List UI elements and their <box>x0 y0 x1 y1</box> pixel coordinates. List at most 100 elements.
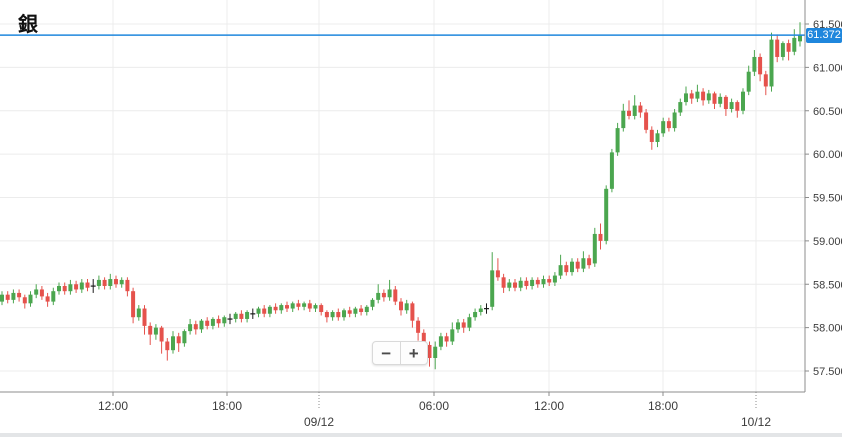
zoom-in-button[interactable]: + <box>401 342 428 364</box>
candle-body <box>558 265 563 276</box>
candle-body <box>302 303 307 307</box>
candle-body <box>421 332 426 345</box>
candle-body <box>370 299 375 307</box>
candle-body <box>307 303 312 309</box>
candle-body <box>68 284 73 292</box>
candle-body <box>51 291 56 302</box>
date-tick-label: 09/12 <box>304 415 334 429</box>
candle-body <box>518 280 523 288</box>
candle-body <box>684 93 688 103</box>
zoom-out-button[interactable]: − <box>373 342 401 364</box>
candle-body <box>632 105 637 116</box>
candle-doji-body <box>484 308 489 310</box>
candle-body <box>39 289 44 297</box>
candle-body <box>193 324 198 330</box>
candle-body <box>689 93 694 99</box>
date-tick-label: 10/12 <box>741 415 771 429</box>
price-tick-label: 57.500 <box>813 366 842 378</box>
candle-body <box>433 346 438 358</box>
candle-body <box>79 282 84 290</box>
candle-body <box>102 279 107 286</box>
candle-body <box>182 331 187 344</box>
candle-body <box>450 329 455 342</box>
candle-body <box>501 277 506 288</box>
candle-body <box>524 280 529 286</box>
candle-body <box>34 289 39 295</box>
candle-body <box>786 43 791 52</box>
candle-body <box>581 258 586 269</box>
candle-body <box>376 292 381 300</box>
candle-body <box>393 289 398 302</box>
candle-body <box>142 308 147 326</box>
candle-body <box>222 317 227 324</box>
candle-body <box>319 305 324 313</box>
candle-body <box>473 312 478 318</box>
candle-body <box>644 112 649 130</box>
price-tick-label: 60.500 <box>813 106 842 118</box>
candle-body <box>290 303 295 309</box>
candle-body <box>712 93 717 104</box>
candle-body <box>621 110 626 129</box>
candle-body <box>256 308 261 314</box>
candle-body <box>490 270 495 307</box>
candle-body <box>513 282 517 288</box>
candle-body <box>592 233 597 264</box>
candle-body <box>165 341 170 351</box>
current-price-badge: 61.372 <box>806 28 842 43</box>
time-tick-label: 18:00 <box>212 399 242 413</box>
candle-body <box>125 279 130 292</box>
candle-body <box>148 325 153 335</box>
candle-body <box>718 96 723 104</box>
candle-body <box>28 294 33 304</box>
candle-body <box>792 37 797 52</box>
candle-body <box>159 327 164 342</box>
candle-body <box>347 310 352 314</box>
candle-body <box>763 74 768 87</box>
candle-body <box>627 110 631 116</box>
candle-body <box>153 327 158 335</box>
zoom-controls: − + <box>372 341 428 365</box>
price-tick-label: 58.500 <box>813 279 842 291</box>
candle-body <box>11 292 16 300</box>
candle-body <box>199 320 204 330</box>
candle-body <box>552 275 557 283</box>
price-tick-label: 60.000 <box>813 149 842 161</box>
candle-body <box>176 336 181 344</box>
candle-body <box>604 188 609 241</box>
candle-body <box>330 312 335 318</box>
candle-body <box>239 313 244 319</box>
candle-body <box>0 294 4 302</box>
candle-body <box>598 233 603 241</box>
candle-body <box>587 258 592 266</box>
candle-body <box>296 303 301 307</box>
candle-body <box>85 282 90 288</box>
candle-body <box>461 322 466 328</box>
bottom-bar <box>0 433 842 437</box>
candle-body <box>410 303 415 321</box>
candle-body <box>57 285 61 292</box>
candle-body <box>171 336 175 351</box>
candle-body <box>22 297 27 304</box>
candle-body <box>404 303 409 311</box>
candle-body <box>216 318 221 324</box>
time-tick-label: 12:00 <box>534 399 564 413</box>
candle-body <box>746 71 751 92</box>
instrument-title: 銀 <box>18 14 39 36</box>
candle-body <box>45 296 50 302</box>
candle-body <box>695 91 700 99</box>
candle-body <box>205 320 210 326</box>
candle-body <box>649 129 654 142</box>
candle-body <box>416 320 421 333</box>
price-tick-label: 59.000 <box>813 236 842 248</box>
candle-body <box>136 308 141 318</box>
price-tick-label: 58.000 <box>813 323 842 335</box>
candle-body <box>210 318 215 326</box>
candle-doji-body <box>250 313 256 315</box>
candle-body <box>262 308 267 314</box>
candle-body <box>564 265 569 273</box>
candle-body <box>541 279 546 285</box>
candle-body <box>245 312 250 319</box>
candle-body <box>444 336 449 342</box>
